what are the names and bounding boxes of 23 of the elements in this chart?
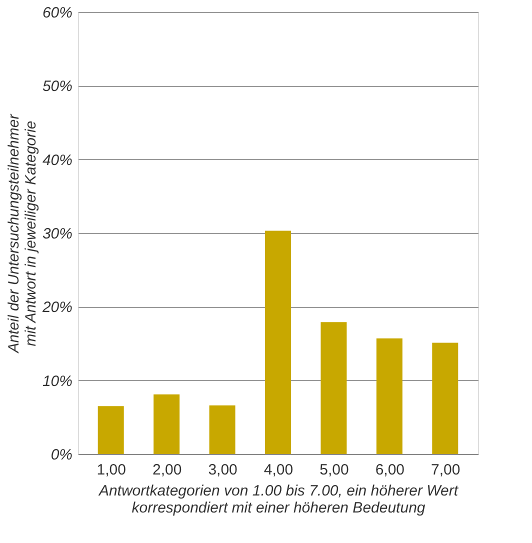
y-tick-label: 40% — [42, 152, 72, 169]
y-tick-label: 0% — [50, 446, 72, 464]
x-tick-label: 3,00 — [208, 462, 238, 478]
x-tick-label: 1,00 — [96, 462, 126, 478]
y-tick-label: 30% — [42, 226, 72, 242]
bar — [209, 405, 236, 454]
x-tick-label: 5,00 — [320, 462, 349, 478]
y-tick-label: 20% — [41, 299, 72, 316]
x-tick-label: 7,00 — [431, 462, 460, 478]
x-tick-label: 2,00 — [152, 462, 182, 478]
y-tick-label: 60% — [42, 4, 72, 22]
bar — [432, 342, 458, 454]
y-axis-title: Anteil der Untersuchungsteilnehmer mit Antwort in jeweiliger Kategorie — [5, 113, 40, 354]
x-tick-label: 6,00 — [375, 462, 405, 478]
x-tick-label: 4,00 — [264, 462, 294, 478]
y-tick-label: 50% — [42, 78, 72, 96]
bar — [265, 230, 291, 454]
bar — [98, 406, 124, 454]
y-tick-label: 10% — [42, 372, 72, 390]
bar — [154, 394, 180, 454]
x-axis-title: Antwortkategorien von 1.00 bis 7.00, ein höherer Wert korrespondiert mit einer höheren Bedeutung — [98, 482, 459, 516]
bar — [320, 322, 347, 454]
bar — [376, 338, 402, 454]
